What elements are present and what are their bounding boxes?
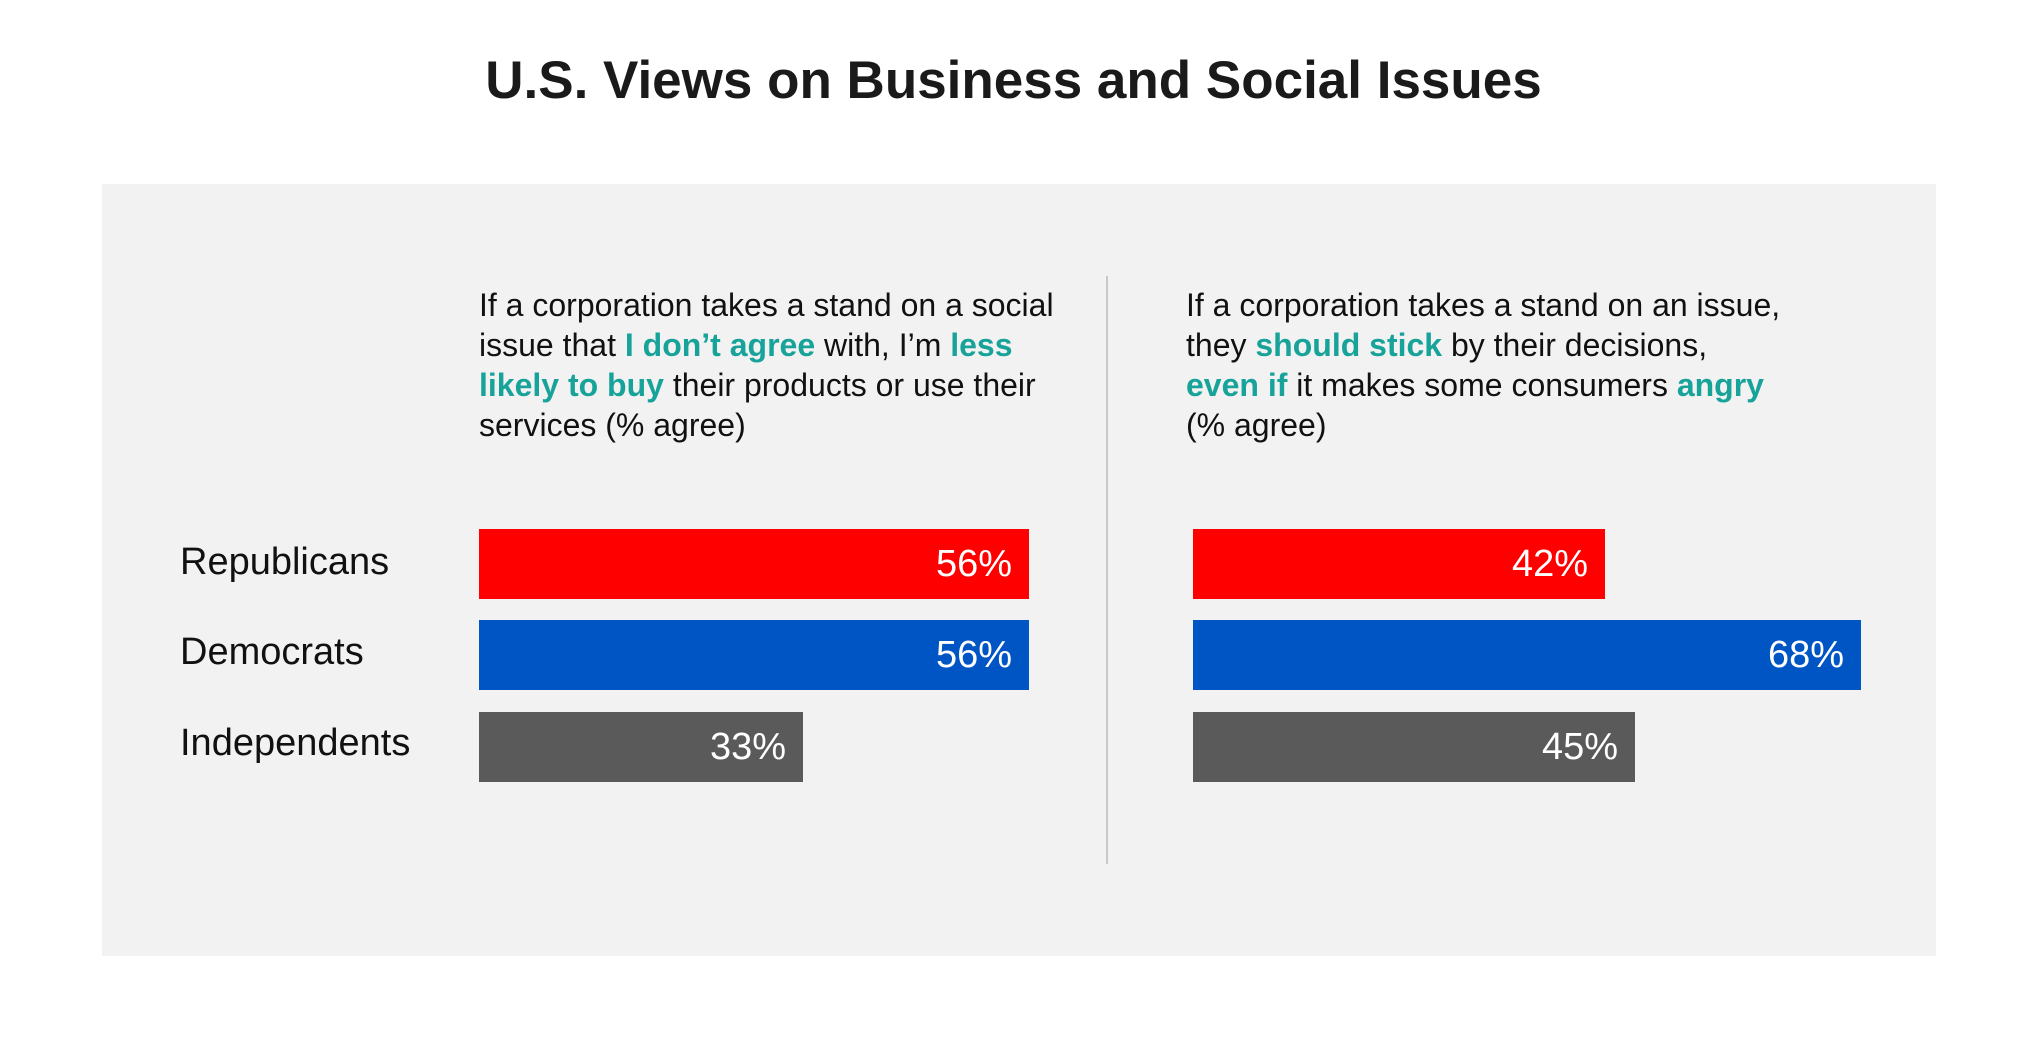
bar-chart2-democrats: 68% xyxy=(1193,620,1861,690)
right-question-text-4: (% agree) xyxy=(1186,407,1327,443)
left-question-text-3: their products or use their services (% … xyxy=(479,367,1036,443)
bar-value-label-chart1-democrats: 56% xyxy=(935,633,1012,676)
right-question-text-2: by their decisions, xyxy=(1442,327,1708,363)
panel-divider xyxy=(1106,276,1108,864)
right-question-highlight-2: even if xyxy=(1186,367,1288,403)
right-question-highlight-1: should stick xyxy=(1255,327,1443,363)
left-question-highlight-2: less likely to buy xyxy=(479,327,1013,403)
chart-title: U.S. Views on Business and Social Issues xyxy=(485,51,1542,110)
bar-value-label-chart2-independents: 45% xyxy=(1541,725,1618,768)
bar-value-label-chart1-independents: 33% xyxy=(709,725,786,768)
right-question-highlight-3: angry xyxy=(1676,367,1764,403)
right-question-text-3: it makes some consumers xyxy=(1287,367,1677,403)
right-chart-question: If a corporation takes a stand on an iss… xyxy=(1186,285,1786,445)
bar-chart2-republicans: 42% xyxy=(1193,529,1605,599)
left-question-text-2: with, I’m xyxy=(815,327,951,363)
category-label-independents: Independents xyxy=(180,722,411,764)
left-question-text-1: If a corporation takes a stand on a soci… xyxy=(479,287,1054,363)
bar-chart1-democrats: 56% xyxy=(479,620,1029,690)
bar-chart2-independents: 45% xyxy=(1193,712,1635,782)
category-label-republicans: Republicans xyxy=(180,541,390,583)
right-question-text-1: If a corporation takes a stand on an iss… xyxy=(1186,287,1781,363)
bar-value-label-chart1-republicans: 56% xyxy=(935,542,1012,585)
bar-value-label-chart2-republicans: 42% xyxy=(1511,542,1588,585)
bar-chart1-republicans: 56% xyxy=(479,529,1029,599)
bar-value-label-chart2-democrats: 68% xyxy=(1767,633,1844,676)
left-question-highlight-1: I don’t agree xyxy=(624,327,816,363)
category-label-democrats: Democrats xyxy=(180,631,364,673)
bar-chart1-independents: 33% xyxy=(479,712,803,782)
left-chart-question: If a corporation takes a stand on a soci… xyxy=(479,285,1059,445)
